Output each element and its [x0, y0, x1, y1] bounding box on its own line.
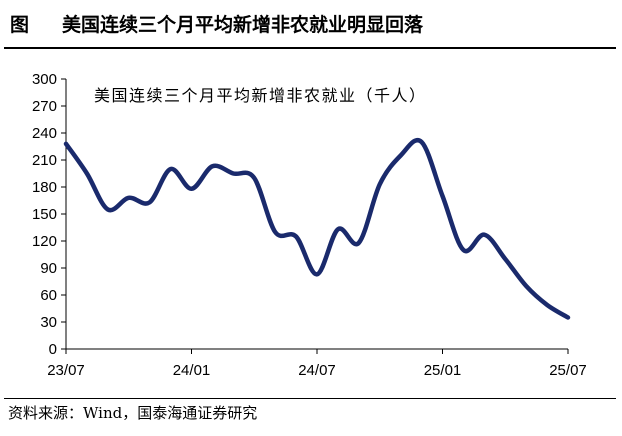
y-tick-label: 120: [32, 233, 57, 250]
y-tick-label: 300: [32, 71, 57, 88]
data-point: [568, 317, 569, 318]
y-tick-label: 90: [40, 260, 57, 277]
data-point: [547, 304, 548, 305]
data-point: [86, 173, 87, 174]
data-point: [379, 184, 380, 185]
source-note: 资料来源：Wind，国泰海通证券研究: [8, 404, 258, 422]
data-point: [107, 209, 108, 210]
y-tick-label: 240: [32, 125, 57, 142]
y-tick-label: 270: [32, 98, 57, 115]
figure-label: 图: [10, 14, 30, 36]
data-point: [400, 155, 401, 156]
data-point: [421, 142, 422, 143]
x-tick-label: 25/01: [424, 362, 462, 379]
x-tick-label: 23/07: [47, 362, 85, 379]
data-point: [233, 173, 234, 174]
data-point: [337, 229, 338, 230]
data-point: [296, 236, 297, 237]
y-tick-label: 30: [40, 314, 57, 331]
series-label: 美国连续三个月平均新增非农就业（千人）: [94, 86, 427, 105]
data-point: [149, 202, 150, 203]
x-tick-label: 25/07: [549, 362, 587, 379]
data-point: [66, 143, 67, 144]
data-point: [170, 169, 171, 170]
data-point: [128, 197, 129, 198]
y-tick-label: 0: [49, 341, 57, 358]
data-point: [275, 232, 276, 233]
data-point: [442, 196, 443, 197]
data-point: [463, 250, 464, 251]
bottom-rule: [4, 398, 616, 399]
x-tick-label: 24/07: [298, 362, 336, 379]
y-tick-label: 60: [40, 287, 57, 304]
data-point: [526, 286, 527, 287]
data-point: [317, 274, 318, 275]
data-point: [212, 166, 213, 167]
data-point: [254, 178, 255, 179]
top-rule: [4, 47, 616, 49]
y-tick-label: 180: [32, 179, 57, 196]
y-tick-label: 150: [32, 206, 57, 223]
data-point: [484, 234, 485, 235]
figure-title-text: 美国连续三个月平均新增非农就业明显回落: [62, 14, 424, 36]
data-point: [505, 259, 506, 260]
x-tick-label: 24/01: [173, 362, 211, 379]
figure-title: 图 美国连续三个月平均新增非农就业明显回落: [10, 10, 610, 40]
data-point: [358, 242, 359, 243]
series-line: [63, 138, 571, 320]
data-point: [191, 188, 192, 189]
y-tick-label: 210: [32, 152, 57, 169]
